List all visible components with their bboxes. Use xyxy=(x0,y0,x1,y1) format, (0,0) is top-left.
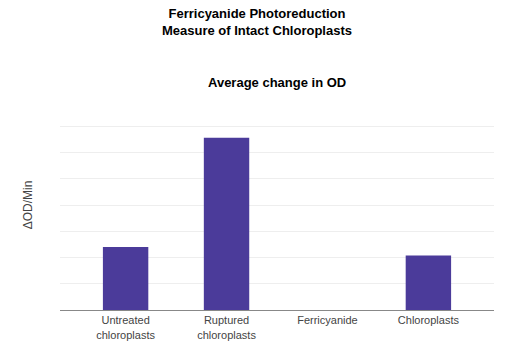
svg-text:Ferricyanide: Ferricyanide xyxy=(297,314,358,326)
svg-text:Ferricyanide PhotoreductionMea: Ferricyanide PhotoreductionMeasure of In… xyxy=(162,6,352,38)
svg-text:ΔOD/Min: ΔOD/Min xyxy=(21,181,35,230)
svg-text:Chloroplasts: Chloroplasts xyxy=(398,314,460,326)
svg-text:Untreatedchloroplasts: Untreatedchloroplasts xyxy=(96,314,155,340)
svg-text:Average change in OD: Average change in OD xyxy=(208,75,346,90)
svg-text:Rupturedchloroplasts: Rupturedchloroplasts xyxy=(197,314,256,340)
